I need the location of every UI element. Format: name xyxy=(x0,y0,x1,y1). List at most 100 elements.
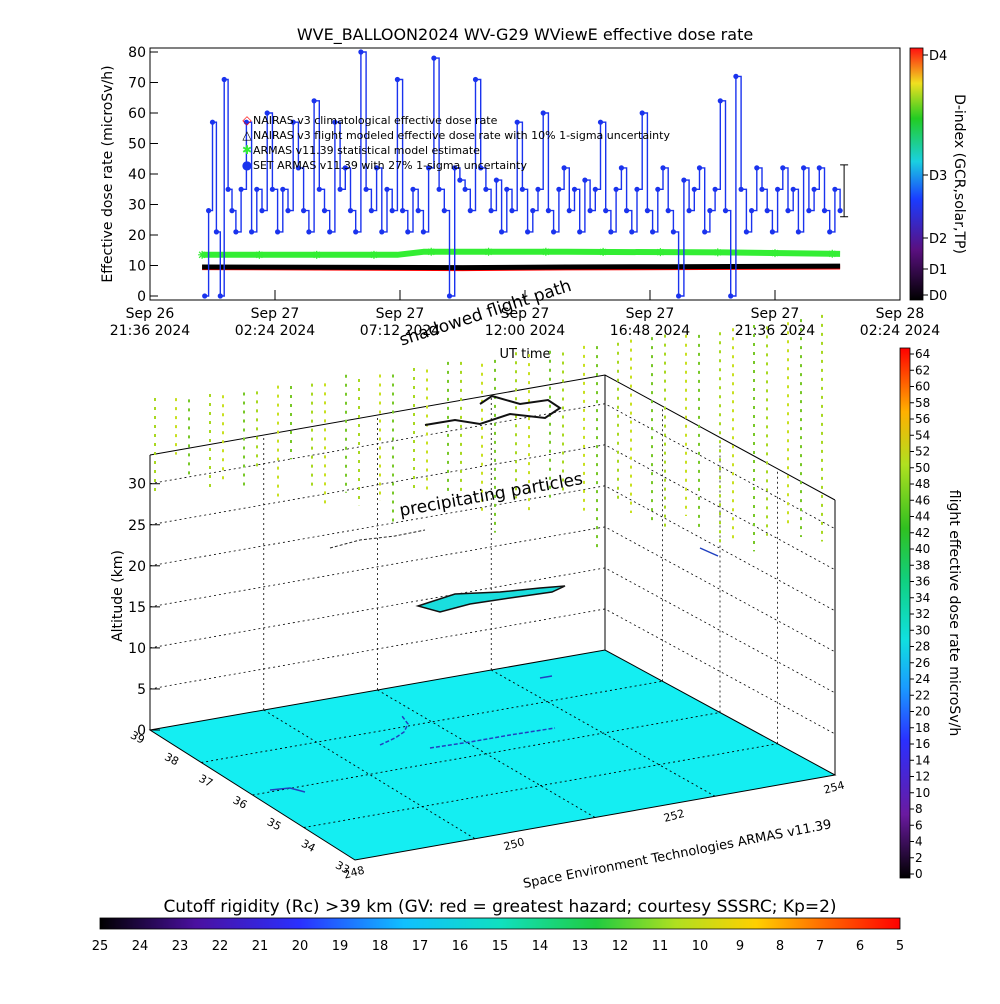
longitude-tick-label: 254 xyxy=(822,779,846,797)
latitude-tick-label: 38 xyxy=(162,750,180,768)
set-armas-point xyxy=(221,76,227,83)
legend-label: SET ARMAS v11.39 with 27% 1-sigma uncert… xyxy=(253,159,527,172)
set-armas-point xyxy=(837,208,843,214)
set-armas-point xyxy=(561,165,567,171)
flight-dose-tick-label: 50 xyxy=(915,461,930,475)
set-armas-point xyxy=(764,208,770,214)
set-armas-point xyxy=(566,208,572,214)
ground-grid-line xyxy=(263,709,476,840)
back-walls xyxy=(148,374,837,861)
set-armas-point xyxy=(426,165,432,171)
d-index-tick-label: D1 xyxy=(929,263,947,278)
set-armas-point xyxy=(275,229,281,235)
ground-outline xyxy=(148,649,837,861)
set-armas-point xyxy=(743,229,750,235)
cutoff-rigidity-tick-label: 13 xyxy=(572,939,589,954)
set-armas-point xyxy=(717,98,723,104)
set-armas-point xyxy=(702,229,708,235)
set-armas-point xyxy=(738,186,744,192)
set-armas-point xyxy=(676,293,682,299)
set-armas-point xyxy=(577,229,583,235)
armas-statistical-marker xyxy=(541,247,550,256)
d-index-label: D-index (GCR,solar,TP) xyxy=(951,94,967,254)
set-armas-point xyxy=(499,229,505,235)
set-armas-point xyxy=(785,208,791,214)
y-tick-label: 20 xyxy=(128,228,146,244)
legend-symbol: △ xyxy=(242,128,252,142)
flight-dose-tick-label: 26 xyxy=(915,656,930,670)
set-armas-point xyxy=(691,186,697,192)
cutoff-rigidity-tick-label: 20 xyxy=(292,939,309,954)
x-tick-time: 07:12 2024 xyxy=(360,323,441,339)
y-tick-label: 50 xyxy=(128,137,146,153)
legend-label: ARMAS v11.39 statistical model estimate xyxy=(253,144,480,157)
x-tick-day: Sep 26 xyxy=(126,306,175,322)
cutoff-rigidity-tick-label: 24 xyxy=(132,939,149,954)
set-armas-point xyxy=(504,186,510,192)
set-armas-point xyxy=(493,177,499,183)
d-index-tick-label: D0 xyxy=(929,289,947,304)
altitude-tick-label: 0 xyxy=(137,723,146,739)
set-armas-point xyxy=(337,186,343,192)
shadowed-flight-path-trace xyxy=(424,394,562,426)
latitude-tick-label: 35 xyxy=(265,815,283,833)
flight-dose-tick-label: 64 xyxy=(915,347,930,361)
flight-dose-tick-label: 34 xyxy=(915,591,930,605)
set-armas-point xyxy=(290,119,296,125)
ground-grid-line xyxy=(201,680,663,763)
ground-grid-line xyxy=(252,712,721,796)
series-nairas-flight-line xyxy=(202,263,841,271)
flight-dose-tick-label: 16 xyxy=(915,737,930,751)
cutoff-rigidity-tick-label: 18 xyxy=(372,939,389,954)
top-chart-y-ticks: 0 10 20 30 40 50 60 70 80 xyxy=(128,45,158,305)
flight-dose-tick-label: 62 xyxy=(915,363,930,377)
set-armas-point xyxy=(209,119,216,125)
set-armas-point xyxy=(441,208,447,214)
top-chart-title: WVE_BALLOON2024 WV-G29 WViewE effective … xyxy=(297,25,753,45)
set-armas-point xyxy=(754,165,760,171)
x-tick-time: 12:00 2024 xyxy=(485,323,566,339)
legend-symbol: ✱ xyxy=(242,143,252,157)
set-armas-point xyxy=(332,119,338,125)
armas-statistical-marker xyxy=(656,248,665,257)
altitude-tick-label: 10 xyxy=(128,641,146,657)
flight-dose-tick-label: 54 xyxy=(915,428,930,442)
cutoff-rigidity-tick-label: 22 xyxy=(212,939,229,954)
set-armas-point xyxy=(213,229,219,235)
cutoff-rigidity-tick-label: 5 xyxy=(896,939,904,954)
cutoff-rigidity-tick-label: 16 xyxy=(452,939,469,954)
set-armas-point xyxy=(749,208,755,214)
flight-dose-tick-label: 40 xyxy=(915,542,930,556)
set-armas-point xyxy=(514,119,520,125)
set-armas-point xyxy=(634,186,640,192)
x-tick-day: Sep 27 xyxy=(626,306,675,322)
set-armas-point xyxy=(655,186,661,192)
set-armas-point xyxy=(202,293,208,299)
armas-statistical-marker xyxy=(427,247,436,256)
set-armas-point xyxy=(530,208,536,214)
d-index-tick-label: D2 xyxy=(929,232,947,247)
top-chart-legend: ◇ NAIRAS v3 climatological effective dose… xyxy=(242,113,671,172)
x-tick-day: Sep 27 xyxy=(376,306,425,322)
flight-dose-tick-label: 46 xyxy=(915,493,930,507)
set-armas-point xyxy=(452,165,458,171)
set-armas-point xyxy=(556,186,562,192)
set-armas-point xyxy=(478,165,484,171)
set-armas-point xyxy=(264,110,270,116)
set-armas-point xyxy=(722,208,729,214)
y-tick-label: 80 xyxy=(128,45,146,61)
set-armas-point xyxy=(420,229,426,235)
set-armas-point xyxy=(269,186,275,192)
set-armas-point xyxy=(801,165,807,171)
set-armas-point xyxy=(790,186,796,192)
set-armas-point xyxy=(618,165,625,171)
cutoff-rigidity-title: Cutoff rigidity (Rc) >39 km (GV: red = g… xyxy=(163,897,836,917)
set-armas-point xyxy=(206,208,212,214)
cutoff-rigidity-tick-label: 10 xyxy=(692,939,709,954)
set-armas-point xyxy=(769,229,776,235)
flight-dose-tick-label: 0 xyxy=(915,867,923,881)
set-armas-point xyxy=(358,49,364,55)
set-armas-point xyxy=(353,229,359,235)
y-tick-label: 70 xyxy=(128,76,146,92)
